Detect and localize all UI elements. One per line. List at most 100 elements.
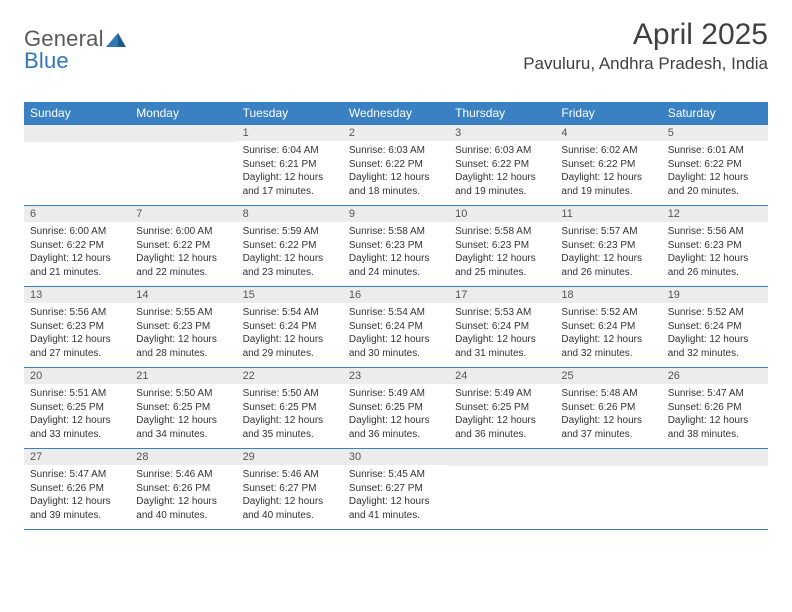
daylight-text: Daylight: 12 hours and 35 minutes.: [243, 414, 337, 441]
weeks-container: 1Sunrise: 6:04 AMSunset: 6:21 PMDaylight…: [24, 125, 768, 530]
day-cell: 17Sunrise: 5:53 AMSunset: 6:24 PMDayligh…: [449, 287, 555, 367]
sunset-text: Sunset: 6:26 PM: [136, 482, 230, 496]
day-number: 16: [343, 287, 449, 303]
sunrise-text: Sunrise: 5:46 AM: [243, 468, 337, 482]
sunrise-text: Sunrise: 5:46 AM: [136, 468, 230, 482]
daylight-text: Daylight: 12 hours and 38 minutes.: [668, 414, 762, 441]
day-body: Sunrise: 5:51 AMSunset: 6:25 PMDaylight:…: [24, 384, 130, 447]
sunset-text: Sunset: 6:22 PM: [243, 239, 337, 253]
daylight-text: Daylight: 12 hours and 29 minutes.: [243, 333, 337, 360]
calendar-page: General April 2025 Pavuluru, Andhra Prad…: [0, 0, 792, 530]
day-number: [130, 125, 236, 142]
sunrise-text: Sunrise: 5:57 AM: [561, 225, 655, 239]
sunrise-text: Sunrise: 5:53 AM: [455, 306, 549, 320]
sunset-text: Sunset: 6:27 PM: [349, 482, 443, 496]
day-body: Sunrise: 5:46 AMSunset: 6:26 PMDaylight:…: [130, 465, 236, 528]
day-body: Sunrise: 5:59 AMSunset: 6:22 PMDaylight:…: [237, 222, 343, 285]
day-number: 2: [343, 125, 449, 141]
day-cell: 13Sunrise: 5:56 AMSunset: 6:23 PMDayligh…: [24, 287, 130, 367]
sunset-text: Sunset: 6:23 PM: [455, 239, 549, 253]
day-number: 3: [449, 125, 555, 141]
day-body: Sunrise: 6:00 AMSunset: 6:22 PMDaylight:…: [24, 222, 130, 285]
daylight-text: Daylight: 12 hours and 23 minutes.: [243, 252, 337, 279]
day-cell: 6Sunrise: 6:00 AMSunset: 6:22 PMDaylight…: [24, 206, 130, 286]
weekday-header-row: SundayMondayTuesdayWednesdayThursdayFrid…: [24, 102, 768, 125]
day-number: 22: [237, 368, 343, 384]
day-cell: 3Sunrise: 6:03 AMSunset: 6:22 PMDaylight…: [449, 125, 555, 205]
sunset-text: Sunset: 6:22 PM: [349, 158, 443, 172]
daylight-text: Daylight: 12 hours and 41 minutes.: [349, 495, 443, 522]
day-body: Sunrise: 5:50 AMSunset: 6:25 PMDaylight:…: [237, 384, 343, 447]
day-number: 18: [555, 287, 661, 303]
day-number: [24, 125, 130, 142]
day-cell: 21Sunrise: 5:50 AMSunset: 6:25 PMDayligh…: [130, 368, 236, 448]
sunset-text: Sunset: 6:25 PM: [349, 401, 443, 415]
weekday-header-cell: Friday: [555, 102, 661, 125]
sunrise-text: Sunrise: 5:58 AM: [349, 225, 443, 239]
week-row: 27Sunrise: 5:47 AMSunset: 6:26 PMDayligh…: [24, 449, 768, 530]
sunrise-text: Sunrise: 5:50 AM: [136, 387, 230, 401]
day-number: 6: [24, 206, 130, 222]
day-body: Sunrise: 5:52 AMSunset: 6:24 PMDaylight:…: [662, 303, 768, 366]
day-body: Sunrise: 5:47 AMSunset: 6:26 PMDaylight:…: [24, 465, 130, 528]
sunset-text: Sunset: 6:23 PM: [349, 239, 443, 253]
daylight-text: Daylight: 12 hours and 40 minutes.: [243, 495, 337, 522]
sunset-text: Sunset: 6:24 PM: [561, 320, 655, 334]
daylight-text: Daylight: 12 hours and 40 minutes.: [136, 495, 230, 522]
day-cell: [555, 449, 661, 529]
sunrise-text: Sunrise: 6:01 AM: [668, 144, 762, 158]
sunrise-text: Sunrise: 5:47 AM: [30, 468, 124, 482]
day-body: Sunrise: 5:55 AMSunset: 6:23 PMDaylight:…: [130, 303, 236, 366]
day-cell: 22Sunrise: 5:50 AMSunset: 6:25 PMDayligh…: [237, 368, 343, 448]
sunrise-text: Sunrise: 5:45 AM: [349, 468, 443, 482]
daylight-text: Daylight: 12 hours and 26 minutes.: [561, 252, 655, 279]
daylight-text: Daylight: 12 hours and 33 minutes.: [30, 414, 124, 441]
header-row: General April 2025 Pavuluru, Andhra Prad…: [24, 18, 768, 74]
daylight-text: Daylight: 12 hours and 27 minutes.: [30, 333, 124, 360]
day-body: Sunrise: 5:54 AMSunset: 6:24 PMDaylight:…: [237, 303, 343, 366]
sunrise-text: Sunrise: 6:00 AM: [136, 225, 230, 239]
day-cell: 12Sunrise: 5:56 AMSunset: 6:23 PMDayligh…: [662, 206, 768, 286]
weekday-header-cell: Thursday: [449, 102, 555, 125]
sunrise-text: Sunrise: 5:54 AM: [243, 306, 337, 320]
sunset-text: Sunset: 6:26 PM: [668, 401, 762, 415]
month-title: April 2025: [523, 18, 768, 52]
weekday-header-cell: Wednesday: [343, 102, 449, 125]
sunset-text: Sunset: 6:24 PM: [668, 320, 762, 334]
day-number: 28: [130, 449, 236, 465]
day-cell: 30Sunrise: 5:45 AMSunset: 6:27 PMDayligh…: [343, 449, 449, 529]
sunrise-text: Sunrise: 5:48 AM: [561, 387, 655, 401]
day-number: 21: [130, 368, 236, 384]
logo-text-blue: Blue: [24, 48, 69, 73]
daylight-text: Daylight: 12 hours and 28 minutes.: [136, 333, 230, 360]
daylight-text: Daylight: 12 hours and 19 minutes.: [561, 171, 655, 198]
daylight-text: Daylight: 12 hours and 21 minutes.: [30, 252, 124, 279]
day-number: 19: [662, 287, 768, 303]
daylight-text: Daylight: 12 hours and 25 minutes.: [455, 252, 549, 279]
day-body: Sunrise: 6:00 AMSunset: 6:22 PMDaylight:…: [130, 222, 236, 285]
sunset-text: Sunset: 6:26 PM: [561, 401, 655, 415]
logo-triangle-icon: [106, 31, 126, 47]
day-body: Sunrise: 5:58 AMSunset: 6:23 PMDaylight:…: [343, 222, 449, 285]
day-number: 25: [555, 368, 661, 384]
day-number: 24: [449, 368, 555, 384]
day-cell: 5Sunrise: 6:01 AMSunset: 6:22 PMDaylight…: [662, 125, 768, 205]
week-row: 13Sunrise: 5:56 AMSunset: 6:23 PMDayligh…: [24, 287, 768, 368]
sunrise-text: Sunrise: 5:51 AM: [30, 387, 124, 401]
sunset-text: Sunset: 6:26 PM: [30, 482, 124, 496]
weekday-header-cell: Sunday: [24, 102, 130, 125]
sunset-text: Sunset: 6:27 PM: [243, 482, 337, 496]
day-cell: [24, 125, 130, 205]
sunrise-text: Sunrise: 5:59 AM: [243, 225, 337, 239]
week-row: 1Sunrise: 6:04 AMSunset: 6:21 PMDaylight…: [24, 125, 768, 206]
day-number: 8: [237, 206, 343, 222]
sunrise-text: Sunrise: 5:47 AM: [668, 387, 762, 401]
daylight-text: Daylight: 12 hours and 22 minutes.: [136, 252, 230, 279]
day-number: 20: [24, 368, 130, 384]
day-body: Sunrise: 6:02 AMSunset: 6:22 PMDaylight:…: [555, 141, 661, 204]
sunrise-text: Sunrise: 6:02 AM: [561, 144, 655, 158]
day-number: 1: [237, 125, 343, 141]
week-row: 6Sunrise: 6:00 AMSunset: 6:22 PMDaylight…: [24, 206, 768, 287]
daylight-text: Daylight: 12 hours and 39 minutes.: [30, 495, 124, 522]
week-row: 20Sunrise: 5:51 AMSunset: 6:25 PMDayligh…: [24, 368, 768, 449]
